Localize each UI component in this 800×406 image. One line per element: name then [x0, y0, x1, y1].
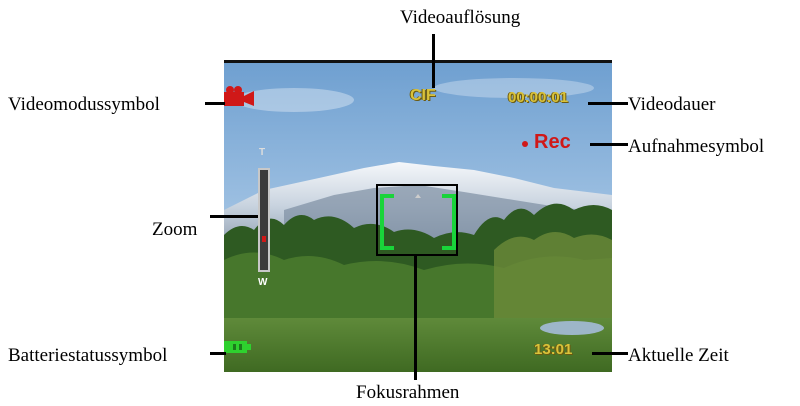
- current-time-indicator: 13:01: [534, 341, 573, 358]
- label-battery-status-icon: Batteriestatussymbol: [8, 345, 168, 366]
- duration-indicator: 00:00:01: [508, 89, 569, 106]
- connector-record-icon: [590, 143, 628, 146]
- connector-focus-frame: [414, 256, 417, 380]
- zoom-level-marker: [262, 236, 266, 242]
- label-record-icon: Aufnahmesymbol: [628, 136, 765, 157]
- connector-video-resolution: [432, 34, 435, 88]
- pond: [540, 321, 604, 335]
- video-camera-icon: [224, 86, 254, 106]
- camera-preview-screen: CIF 00:00:01 Rec T W 13:01: [224, 60, 612, 372]
- battery-icon: [224, 340, 252, 354]
- focus-frame-border: [376, 184, 458, 256]
- record-dot-icon: [522, 141, 528, 147]
- label-video-resolution: Videoauflösung: [400, 7, 521, 28]
- zoom-wide-label: W: [258, 277, 268, 288]
- zoom-tele-label: T: [259, 147, 266, 158]
- label-video-mode-icon: Videomodussymbol: [8, 94, 160, 115]
- focus-frame-brackets: [380, 194, 456, 250]
- connector-battery-status: [210, 352, 226, 355]
- landscape-scene: [224, 60, 612, 372]
- rec-indicator: Rec: [534, 131, 571, 153]
- connector-video-mode: [205, 102, 225, 105]
- connector-video-duration: [588, 102, 628, 105]
- label-current-time: Aktuelle Zeit: [628, 345, 729, 366]
- label-zoom: Zoom: [152, 219, 198, 240]
- connector-current-time: [592, 352, 628, 355]
- label-video-duration: Videodauer: [628, 94, 716, 115]
- zoom-slider: [258, 168, 270, 272]
- resolution-indicator: CIF: [410, 87, 436, 104]
- connector-zoom: [210, 215, 258, 218]
- label-focus-frame: Fokusrahmen: [356, 382, 460, 403]
